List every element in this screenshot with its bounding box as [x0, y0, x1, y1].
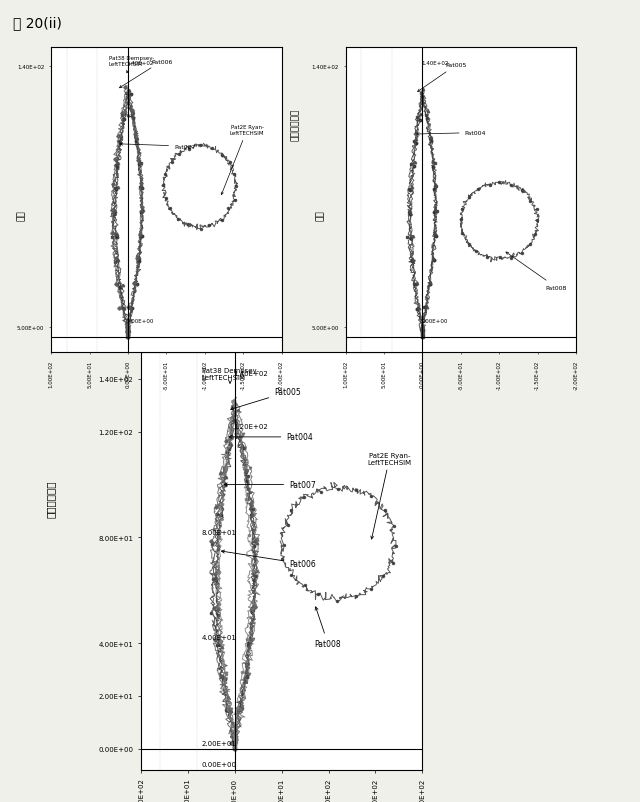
Text: Pat38 Dempsey-
LeftTECHSIM: Pat38 Dempsey- LeftTECHSIM — [202, 367, 259, 383]
Text: 1.40E+02: 1.40E+02 — [233, 371, 268, 377]
Text: Pat008: Pat008 — [506, 253, 566, 290]
Text: Pat2E Ryan-
LeftTECHSIM: Pat2E Ryan- LeftTECHSIM — [367, 452, 412, 539]
Text: Pat007: Pat007 — [120, 144, 196, 149]
Text: 膝蓋骨剪断力: 膝蓋骨剪断力 — [45, 480, 56, 517]
Text: 5.00E+00: 5.00E+00 — [127, 319, 154, 324]
Text: Pat007: Pat007 — [224, 480, 316, 489]
Text: Pat004: Pat004 — [417, 131, 486, 136]
Text: 膝蓋骨剪断力: 膝蓋骨剪断力 — [291, 108, 300, 140]
Text: 1.40E+02: 1.40E+02 — [421, 60, 448, 66]
Text: 5.00E+00: 5.00E+00 — [421, 319, 448, 324]
Text: Pat005: Pat005 — [230, 388, 301, 411]
Text: 2.00E+01: 2.00E+01 — [202, 740, 237, 746]
Text: Pat38 Dempsey-
LeftTECHSIM: Pat38 Dempsey- LeftTECHSIM — [109, 55, 154, 74]
Text: 図 20(ii): 図 20(ii) — [13, 16, 61, 30]
Text: 1.20E+02: 1.20E+02 — [233, 423, 268, 429]
Text: Pat008: Pat008 — [314, 607, 341, 648]
Text: Pat2E Ryan-
LeftTECHSIM: Pat2E Ryan- LeftTECHSIM — [221, 125, 264, 195]
Text: 右膝: 右膝 — [316, 210, 324, 221]
Text: Pat006: Pat006 — [221, 550, 316, 569]
Text: Pat006: Pat006 — [120, 59, 172, 89]
Text: 4.00E+01: 4.00E+01 — [202, 634, 237, 641]
Text: 1.40E+02: 1.40E+02 — [127, 60, 154, 66]
Text: 0.00E+00: 0.00E+00 — [202, 761, 237, 768]
Text: Pat005: Pat005 — [418, 63, 467, 92]
Text: Pat004: Pat004 — [229, 433, 313, 442]
Text: 8.00E+01: 8.00E+01 — [202, 529, 237, 535]
Text: 左膝: 左膝 — [17, 210, 26, 221]
